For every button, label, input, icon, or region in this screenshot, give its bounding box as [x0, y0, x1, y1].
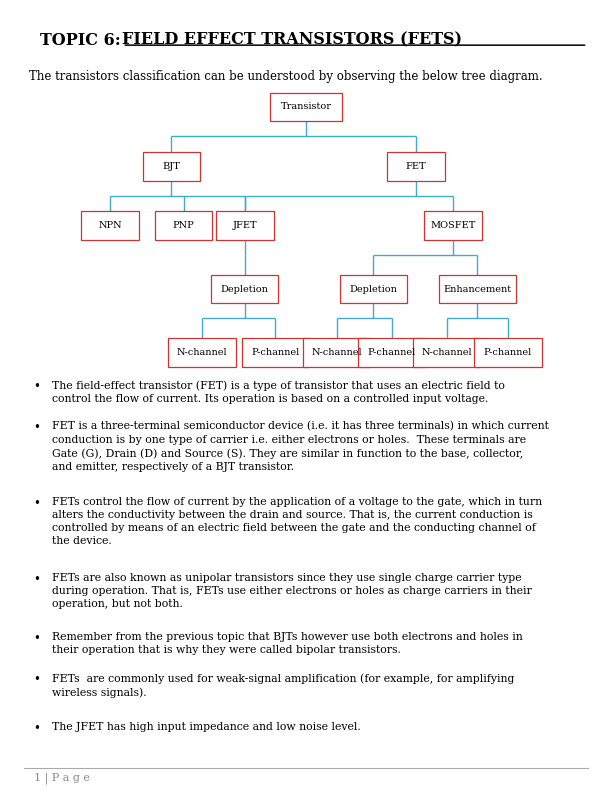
- Text: The JFET has high input impedance and low noise level.: The JFET has high input impedance and lo…: [52, 722, 360, 733]
- Text: •: •: [34, 497, 40, 510]
- Text: •: •: [34, 421, 40, 434]
- FancyBboxPatch shape: [387, 152, 445, 181]
- Text: TOPIC 6:: TOPIC 6:: [40, 32, 132, 48]
- Text: P-channel: P-channel: [484, 348, 532, 357]
- Text: NPN: NPN: [99, 221, 122, 230]
- Text: FETs  are commonly used for weak-signal amplification (for example, for amplifyi: FETs are commonly used for weak-signal a…: [52, 673, 515, 698]
- FancyBboxPatch shape: [270, 93, 342, 121]
- Text: 1 | P a g e: 1 | P a g e: [34, 773, 89, 785]
- Text: FETs are also known as unipolar transistors since they use single charge carrier: FETs are also known as unipolar transist…: [52, 573, 532, 610]
- FancyBboxPatch shape: [168, 338, 236, 367]
- Text: P-channel: P-channel: [368, 348, 416, 357]
- FancyBboxPatch shape: [242, 338, 309, 367]
- FancyBboxPatch shape: [439, 275, 516, 303]
- FancyBboxPatch shape: [81, 211, 139, 240]
- Text: The transistors classification can be understood by observing the below tree dia: The transistors classification can be un…: [29, 70, 543, 82]
- Text: •: •: [34, 632, 40, 645]
- Text: Depletion: Depletion: [221, 284, 269, 294]
- FancyBboxPatch shape: [474, 338, 542, 367]
- Text: PNP: PNP: [173, 221, 195, 230]
- Text: N-channel: N-channel: [177, 348, 227, 357]
- Text: •: •: [34, 380, 40, 393]
- Text: BJT: BJT: [162, 162, 181, 171]
- FancyBboxPatch shape: [211, 275, 278, 303]
- Text: JFET: JFET: [233, 221, 257, 230]
- FancyBboxPatch shape: [358, 338, 425, 367]
- FancyBboxPatch shape: [155, 211, 212, 240]
- FancyBboxPatch shape: [424, 211, 482, 240]
- Text: P-channel: P-channel: [252, 348, 299, 357]
- FancyBboxPatch shape: [413, 338, 480, 367]
- Text: Remember from the previous topic that BJTs however use both electrons and holes : Remember from the previous topic that BJ…: [52, 632, 523, 655]
- FancyBboxPatch shape: [303, 338, 370, 367]
- FancyBboxPatch shape: [143, 152, 200, 181]
- Text: FET is a three-terminal semiconductor device (i.e. it has three terminals) in wh: FET is a three-terminal semiconductor de…: [52, 421, 549, 471]
- Text: •: •: [34, 673, 40, 686]
- Text: FETs control the flow of current by the application of a voltage to the gate, wh: FETs control the flow of current by the …: [52, 497, 542, 546]
- Text: Enhancement: Enhancement: [443, 284, 512, 294]
- Text: Depletion: Depletion: [349, 284, 397, 294]
- FancyBboxPatch shape: [216, 211, 274, 240]
- Text: N-channel: N-channel: [312, 348, 362, 357]
- Text: FIELD EFFECT TRANSISTORS (FETS): FIELD EFFECT TRANSISTORS (FETS): [122, 32, 463, 48]
- Text: •: •: [34, 722, 40, 735]
- Text: FET: FET: [406, 162, 427, 171]
- FancyBboxPatch shape: [340, 275, 407, 303]
- Text: Transistor: Transistor: [280, 102, 332, 112]
- Text: The field-effect transistor (FET) is a type of transistor that uses an electric : The field-effect transistor (FET) is a t…: [52, 380, 505, 404]
- Text: MOSFET: MOSFET: [430, 221, 476, 230]
- Text: •: •: [34, 573, 40, 586]
- Text: N-channel: N-channel: [422, 348, 472, 357]
